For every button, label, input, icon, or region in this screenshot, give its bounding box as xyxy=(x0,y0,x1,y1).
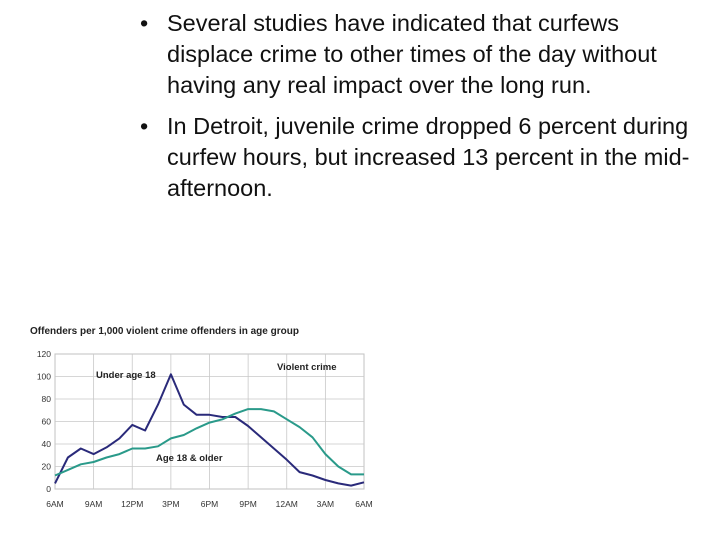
y-tick-label: 80 xyxy=(42,394,52,404)
series-label-18-older: Age 18 & older xyxy=(156,453,223,464)
bullet-item: Several studies have indicated that curf… xyxy=(140,8,710,101)
series-line-0 xyxy=(54,373,365,487)
y-tick-label: 40 xyxy=(42,439,52,449)
x-tick-label: 6AM xyxy=(355,499,372,509)
series-line-1 xyxy=(54,408,364,477)
x-tick-label: 6PM xyxy=(201,499,218,509)
y-tick-label: 60 xyxy=(42,417,52,427)
y-tick-label: 100 xyxy=(37,372,51,382)
x-tick-label: 3AM xyxy=(317,499,334,509)
y-tick-label: 120 xyxy=(37,349,51,359)
x-tick-label: 6AM xyxy=(46,499,63,509)
chart-annotation: Violent crime xyxy=(277,362,337,373)
chart-title: Offenders per 1,000 violent crime offend… xyxy=(30,326,299,337)
x-tick-label: 12AM xyxy=(276,499,298,509)
chart-canvas: 0 20 40 60 80 100 120 6AM 9AM 12PM 3PM 6PM 9PM 12AM 3A… xyxy=(37,349,373,509)
y-tick-label: 0 xyxy=(46,484,51,494)
x-tick-label: 12PM xyxy=(121,499,143,509)
y-tick-label: 20 xyxy=(42,462,52,472)
bullet-item: In Detroit, juvenile crime dropped 6 per… xyxy=(140,111,710,204)
series-label-under-18: Under age 18 xyxy=(96,370,156,381)
bullet-list: Several studies have indicated that curf… xyxy=(140,8,710,214)
x-tick-label: 9AM xyxy=(85,499,102,509)
crime-chart: Offenders per 1,000 violent crime offend… xyxy=(30,326,380,516)
x-tick-label: 3PM xyxy=(162,499,179,509)
x-tick-label: 9PM xyxy=(239,499,256,509)
